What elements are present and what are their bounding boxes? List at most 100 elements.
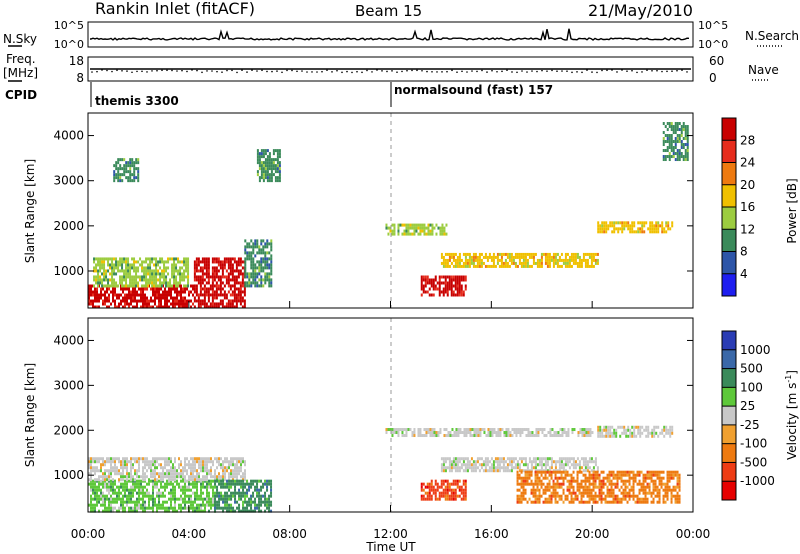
velocity-cell	[572, 476, 575, 480]
velocity-cell	[596, 466, 599, 470]
velocity-cell	[522, 488, 525, 492]
velocity-cell	[124, 466, 126, 470]
power-cell	[256, 281, 259, 285]
velocity-cell	[488, 469, 491, 473]
velocity-cell	[483, 431, 486, 435]
velocity-cell	[90, 469, 92, 473]
velocity-cell	[456, 469, 459, 473]
velocity-cell	[522, 482, 525, 486]
velocity-cell	[516, 479, 519, 483]
velocity-cell	[576, 470, 579, 474]
velocity-cell	[538, 460, 541, 464]
power-cell	[574, 261, 577, 265]
power-cell	[603, 221, 606, 225]
nave-dot	[531, 70, 533, 72]
velocity-cell	[572, 500, 575, 504]
velocity-cell	[126, 482, 128, 486]
velocity-cell	[190, 469, 192, 473]
power-cell	[270, 176, 273, 180]
velocity-cell	[198, 503, 200, 507]
power-cell	[423, 223, 426, 227]
power-cell	[203, 293, 206, 297]
power-cell	[207, 293, 210, 297]
velocity-cell	[216, 494, 219, 498]
power-cell	[684, 137, 687, 141]
power-cell	[617, 230, 620, 234]
nave-dot	[176, 70, 178, 72]
power-cell	[639, 227, 642, 231]
power-cell	[264, 263, 267, 267]
velocity-cell	[516, 473, 519, 477]
velocity-cell	[556, 479, 559, 483]
power-cell	[496, 258, 499, 262]
velocity-cell	[524, 476, 527, 480]
nave-dot	[251, 69, 253, 71]
velocity-cell	[664, 491, 667, 495]
nave-dot	[431, 70, 433, 73]
power-cell	[464, 255, 467, 259]
power-cell	[440, 261, 443, 265]
velocity-cell	[176, 509, 178, 513]
velocity-cell	[524, 482, 527, 486]
power-cell	[126, 287, 128, 291]
velocity-cell	[152, 494, 154, 498]
power-cell	[568, 258, 571, 262]
velocity-cell	[424, 491, 427, 495]
velocity-cell	[146, 469, 148, 473]
velocity-cell	[144, 506, 146, 510]
power-cell	[548, 264, 551, 268]
velocity-cell	[558, 460, 561, 464]
power-cell	[103, 278, 106, 282]
power-cell	[564, 252, 567, 256]
power-cell	[150, 299, 152, 303]
velocity-cell	[553, 434, 556, 438]
power-cell	[211, 260, 214, 264]
velocity-cell	[132, 457, 134, 461]
power-cell	[424, 278, 427, 282]
velocity-cell	[184, 485, 186, 489]
velocity-cell	[426, 497, 429, 501]
power-cell	[113, 281, 116, 285]
velocity-ytick-label: 2000	[53, 423, 84, 437]
power-cell	[193, 287, 196, 291]
velocity-cell	[162, 494, 164, 498]
velocity-cell	[633, 431, 636, 435]
velocity-cell	[122, 478, 124, 482]
velocity-cell	[166, 475, 168, 479]
velocity-cell	[240, 491, 243, 495]
power-cell	[171, 272, 174, 276]
velocity-cell	[230, 463, 232, 467]
power-cell	[225, 293, 228, 297]
velocity-cell	[136, 506, 138, 510]
velocity-cell	[492, 460, 495, 464]
power-cell	[215, 287, 218, 291]
velocity-cell	[226, 503, 229, 507]
nave-dot	[151, 70, 153, 72]
power-cell	[187, 263, 190, 267]
nave-dot	[416, 69, 418, 72]
velocity-cell	[501, 428, 504, 432]
power-cell	[229, 257, 232, 261]
velocity-cell	[451, 434, 454, 438]
nave-dot	[501, 70, 503, 73]
velocity-cell	[200, 463, 202, 467]
power-cell	[103, 266, 106, 270]
velocity-cell	[658, 476, 661, 480]
velocity-cell	[242, 500, 245, 504]
power-cell	[115, 260, 118, 264]
velocity-cell	[616, 473, 619, 477]
velocity-cell	[158, 472, 160, 476]
power-cell	[584, 258, 587, 262]
nave-dot	[631, 69, 633, 72]
velocity-cell	[491, 434, 494, 438]
velocity-cell	[586, 469, 589, 473]
velocity-cell	[130, 488, 132, 492]
power-cell	[460, 287, 463, 291]
power-cell	[174, 299, 176, 303]
nave-dot	[266, 70, 268, 73]
velocity-colorbar-level: 100	[740, 380, 763, 394]
velocity-cell	[432, 491, 435, 495]
nave-dot	[181, 69, 183, 72]
power-cell	[411, 226, 414, 230]
velocity-cell	[561, 431, 564, 435]
